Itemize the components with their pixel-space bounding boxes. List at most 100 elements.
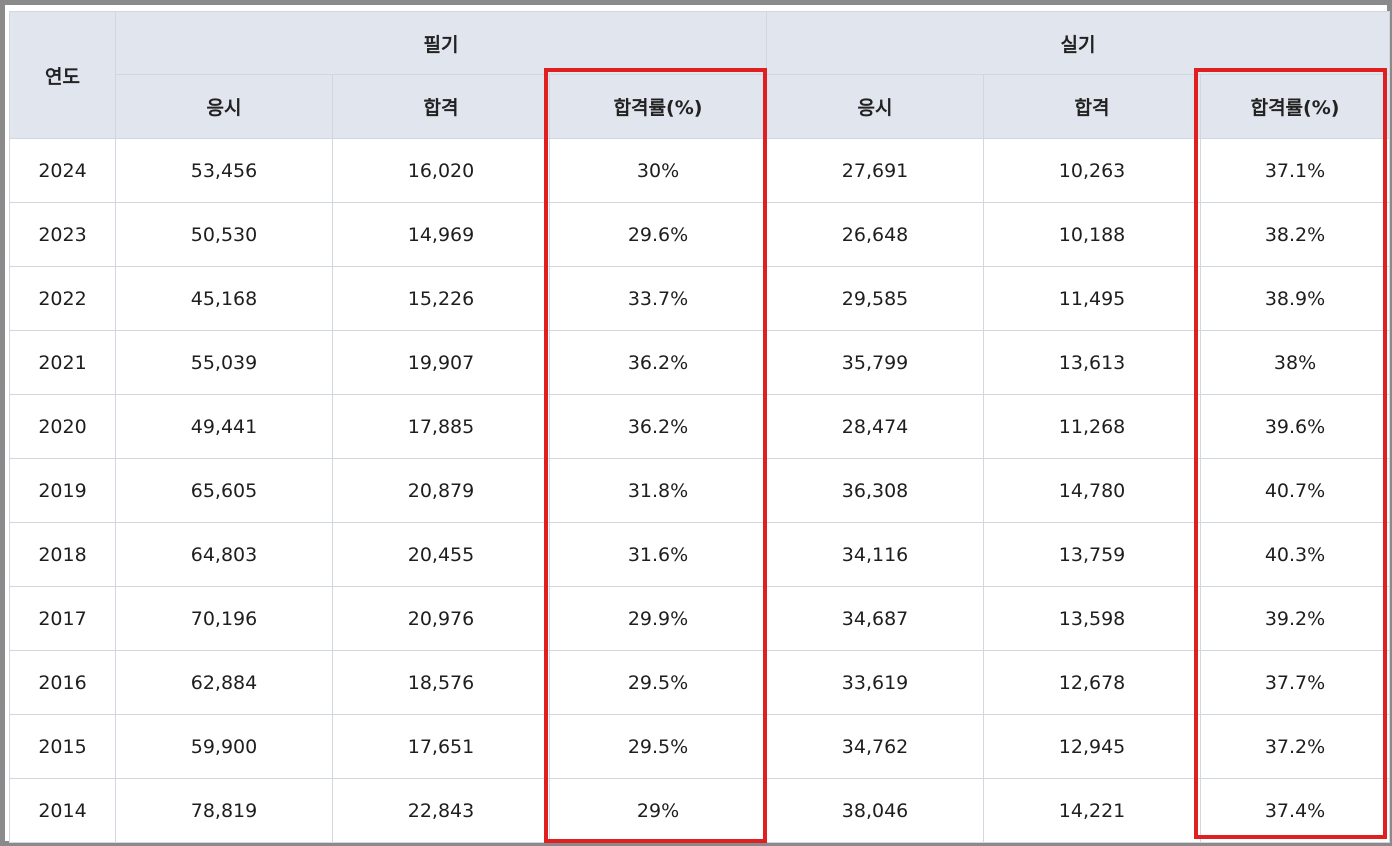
header-row-groups: 연도 필기 실기 (9, 11, 1391, 139)
practical-applicants-cell: 34,116 (766, 522, 985, 587)
written-passed-header: 합격 (332, 74, 550, 139)
year-cell: 2017 (9, 586, 116, 651)
table-row: 2019 65,605 20,879 31.8% 36,308 14,780 40.7% (9, 458, 1391, 523)
written-passed-cell: 18,576 (332, 650, 550, 715)
practical-pass-rate-header: 합격률(%) (1200, 74, 1391, 139)
practical-applicants-cell: 36,308 (766, 458, 985, 523)
practical-applicants-cell: 27,691 (766, 138, 985, 203)
written-applicants-cell: 64,803 (115, 522, 333, 587)
written-passed-cell: 17,885 (332, 394, 550, 459)
practical-passed-cell: 12,945 (983, 714, 1202, 779)
written-passed-cell: 19,907 (332, 330, 550, 395)
table-row: 2015 59,900 17,651 29.5% 34,762 12,945 37.2% (9, 714, 1391, 779)
year-cell: 2019 (9, 458, 116, 523)
year-cell: 2021 (9, 330, 116, 395)
table-row: 2017 70,196 20,976 29.9% 34,687 13,598 39.2% (9, 586, 1391, 651)
practical-pass-rate-cell: 40.7% (1200, 458, 1391, 523)
year-cell: 2015 (9, 714, 116, 779)
practical-passed-header: 합격 (983, 74, 1202, 139)
practical-passed-cell: 12,678 (983, 650, 1202, 715)
written-applicants-header: 응시 (115, 74, 333, 139)
practical-pass-rate-cell: 37.7% (1200, 650, 1391, 715)
year-header: 연도 (9, 11, 116, 139)
practical-passed-cell: 10,188 (983, 202, 1202, 267)
practical-passed-cell: 14,780 (983, 458, 1202, 523)
written-applicants-cell: 50,530 (115, 202, 333, 267)
written-pass-rate-cell: 31.6% (548, 522, 768, 587)
year-cell: 2014 (9, 778, 116, 843)
written-passed-cell: 20,976 (332, 586, 550, 651)
practical-applicants-cell: 29,585 (766, 266, 985, 331)
written-group-header: 필기 (114, 11, 768, 75)
practical-applicants-cell: 34,762 (766, 714, 985, 779)
practical-applicants-cell: 33,619 (766, 650, 985, 715)
written-applicants-cell: 62,884 (115, 650, 333, 715)
practical-passed-cell: 11,495 (983, 266, 1202, 331)
written-applicants-cell: 65,605 (115, 458, 333, 523)
year-cell: 2024 (9, 138, 116, 203)
written-pass-rate-header: 합격률(%) (548, 74, 768, 139)
practical-pass-rate-cell: 38.2% (1200, 202, 1391, 267)
practical-applicants-cell: 35,799 (766, 330, 985, 395)
year-cell: 2023 (9, 202, 116, 267)
practical-pass-rate-cell: 39.6% (1200, 394, 1391, 459)
pass-rate-table: 연도 필기 실기 응시 합격 합격률(%) 응시 합격 합격률(%) 2024 5… (9, 11, 1391, 843)
table-row: 2022 45,168 15,226 33.7% 29,585 11,495 38.9% (9, 266, 1391, 331)
table-row: 2021 55,039 19,907 36.2% 35,799 13,613 38% (9, 330, 1391, 395)
table-body: 2024 53,456 16,020 30% 27,691 10,263 37.1% 2023… (9, 138, 1391, 843)
written-passed-cell: 16,020 (332, 138, 550, 203)
written-pass-rate-cell: 29% (548, 778, 768, 843)
practical-group-header: 실기 (766, 11, 1391, 75)
practical-pass-rate-cell: 40.3% (1200, 522, 1391, 587)
written-passed-cell: 20,455 (332, 522, 550, 587)
practical-applicants-cell: 38,046 (766, 778, 985, 843)
written-pass-rate-cell: 29.5% (548, 714, 768, 779)
year-cell: 2020 (9, 394, 116, 459)
written-pass-rate-cell: 30% (548, 138, 768, 203)
practical-pass-rate-cell: 37.4% (1200, 778, 1391, 843)
practical-pass-rate-cell: 39.2% (1200, 586, 1391, 651)
table-row: 2016 62,884 18,576 29.5% 33,619 12,678 37.7% (9, 650, 1391, 715)
practical-pass-rate-cell: 37.2% (1200, 714, 1391, 779)
written-applicants-cell: 55,039 (115, 330, 333, 395)
written-applicants-cell: 45,168 (115, 266, 333, 331)
written-passed-cell: 17,651 (332, 714, 550, 779)
table-row: 2024 53,456 16,020 30% 27,691 10,263 37.1% (9, 138, 1391, 203)
written-applicants-cell: 70,196 (115, 586, 333, 651)
written-pass-rate-cell: 36.2% (548, 394, 768, 459)
written-pass-rate-cell: 29.9% (548, 586, 768, 651)
written-pass-rate-cell: 29.6% (548, 202, 768, 267)
written-pass-rate-cell: 36.2% (548, 330, 768, 395)
practical-passed-cell: 10,263 (983, 138, 1202, 203)
year-cell: 2018 (9, 522, 116, 587)
header-row-columns: 응시 합격 합격률(%) 응시 합격 합격률(%) (10, 74, 1391, 139)
written-pass-rate-cell: 31.8% (548, 458, 768, 523)
practical-applicants-cell: 26,648 (766, 202, 985, 267)
year-cell: 2016 (9, 650, 116, 715)
written-applicants-cell: 59,900 (115, 714, 333, 779)
practical-passed-cell: 13,598 (983, 586, 1202, 651)
table-row: 2018 64,803 20,455 31.6% 34,116 13,759 40.3% (9, 522, 1391, 587)
practical-pass-rate-cell: 38% (1200, 330, 1391, 395)
practical-passed-cell: 13,613 (983, 330, 1202, 395)
written-passed-cell: 22,843 (332, 778, 550, 843)
table-row: 2020 49,441 17,885 36.2% 28,474 11,268 39.6% (9, 394, 1391, 459)
written-applicants-cell: 53,456 (115, 138, 333, 203)
practical-applicants-cell: 34,687 (766, 586, 985, 651)
practical-passed-cell: 13,759 (983, 522, 1202, 587)
practical-pass-rate-cell: 38.9% (1200, 266, 1391, 331)
written-applicants-cell: 49,441 (115, 394, 333, 459)
written-applicants-cell: 78,819 (115, 778, 333, 843)
written-passed-cell: 15,226 (332, 266, 550, 331)
practical-pass-rate-cell: 37.1% (1200, 138, 1391, 203)
practical-applicants-cell: 28,474 (766, 394, 985, 459)
written-passed-cell: 20,879 (332, 458, 550, 523)
year-cell: 2022 (9, 266, 116, 331)
table-row: 2023 50,530 14,969 29.6% 26,648 10,188 38.2% (9, 202, 1391, 267)
written-pass-rate-cell: 29.5% (548, 650, 768, 715)
practical-passed-cell: 14,221 (983, 778, 1202, 843)
written-passed-cell: 14,969 (332, 202, 550, 267)
table-row: 2014 78,819 22,843 29% 38,046 14,221 37.4% (9, 778, 1391, 843)
practical-applicants-header: 응시 (766, 74, 985, 139)
